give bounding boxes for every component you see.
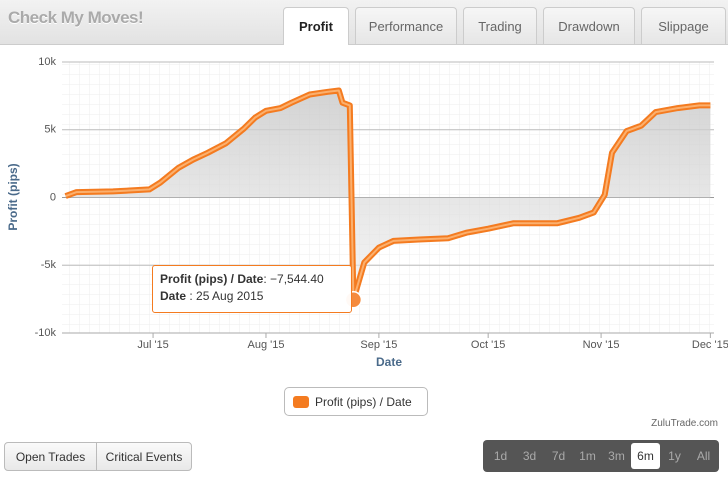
y-tick-label: -5k — [41, 259, 57, 271]
tab[interactable]: Trading — [463, 7, 537, 44]
tab[interactable]: Performance — [355, 7, 457, 44]
tooltip-label: Date — [160, 289, 187, 303]
app-title: Check My Moves! — [8, 8, 144, 27]
tab[interactable]: Slippage — [641, 7, 726, 44]
credit: ZuluTrade.com — [651, 418, 718, 429]
button[interactable]: Critical Events — [96, 442, 192, 471]
y-axis-title: Profit (pips) — [6, 163, 20, 230]
y-tick-label: 5k — [44, 124, 56, 136]
y-tick-label: 0 — [50, 191, 56, 203]
range-button[interactable]: 1d — [493, 449, 508, 463]
x-tick-label: Aug '15 — [247, 339, 284, 351]
x-axis-title: Date — [376, 355, 402, 369]
tab[interactable]: Drawdown — [543, 7, 635, 44]
chart: Profit (pips) Date -10k -5k 0 5k 10k Jul '15 A… — [6, 56, 728, 369]
legend[interactable]: Profit (pips) / Date — [284, 387, 428, 416]
tooltip: Profit (pips) / Date: −7,544.40 Date : 25… — [152, 265, 352, 313]
tooltip-label: Profit (pips) / Date — [160, 272, 264, 286]
range-button[interactable]: 6m — [631, 443, 660, 469]
x-tick-label: Sep '15 — [360, 339, 397, 351]
legend-label: Profit (pips) / Date — [315, 394, 412, 409]
header: Check My Moves! Profit Performance Trading… — [0, 0, 728, 45]
x-tick-label: Jul '15 — [137, 339, 168, 351]
tooltip-row: Date : 25 Aug 2015 — [160, 288, 344, 305]
tooltip-row: Profit (pips) / Date: −7,544.40 — [160, 271, 344, 288]
x-tick-label: Nov '15 — [583, 339, 620, 351]
range-button[interactable]: 3m — [608, 449, 625, 463]
legend-swatch — [293, 395, 309, 408]
button[interactable]: Open Trades — [4, 442, 97, 471]
range-button[interactable]: 1y — [668, 449, 681, 463]
range-button[interactable]: All — [696, 449, 711, 463]
y-tick-label: -10k — [35, 327, 57, 339]
tab[interactable]: Profit — [283, 7, 349, 45]
y-tick-label: 10k — [38, 56, 56, 68]
tooltip-value: : −7,544.40 — [263, 272, 324, 286]
range-button[interactable]: 7d — [551, 449, 566, 463]
x-tick-label: Dec '15 — [692, 339, 728, 351]
tooltip-value: : 25 Aug 2015 — [186, 289, 264, 303]
range-button[interactable]: 1m — [579, 449, 596, 463]
range-button[interactable]: 3d — [522, 449, 537, 463]
range-selector: 1d 3d 7d 1m 3m 6m 1y All — [483, 440, 719, 472]
x-tick-label: Oct '15 — [471, 339, 506, 351]
